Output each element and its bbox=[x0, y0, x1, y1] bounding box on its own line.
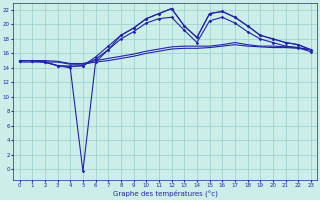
X-axis label: Graphe des températures (°c): Graphe des températures (°c) bbox=[113, 190, 218, 197]
